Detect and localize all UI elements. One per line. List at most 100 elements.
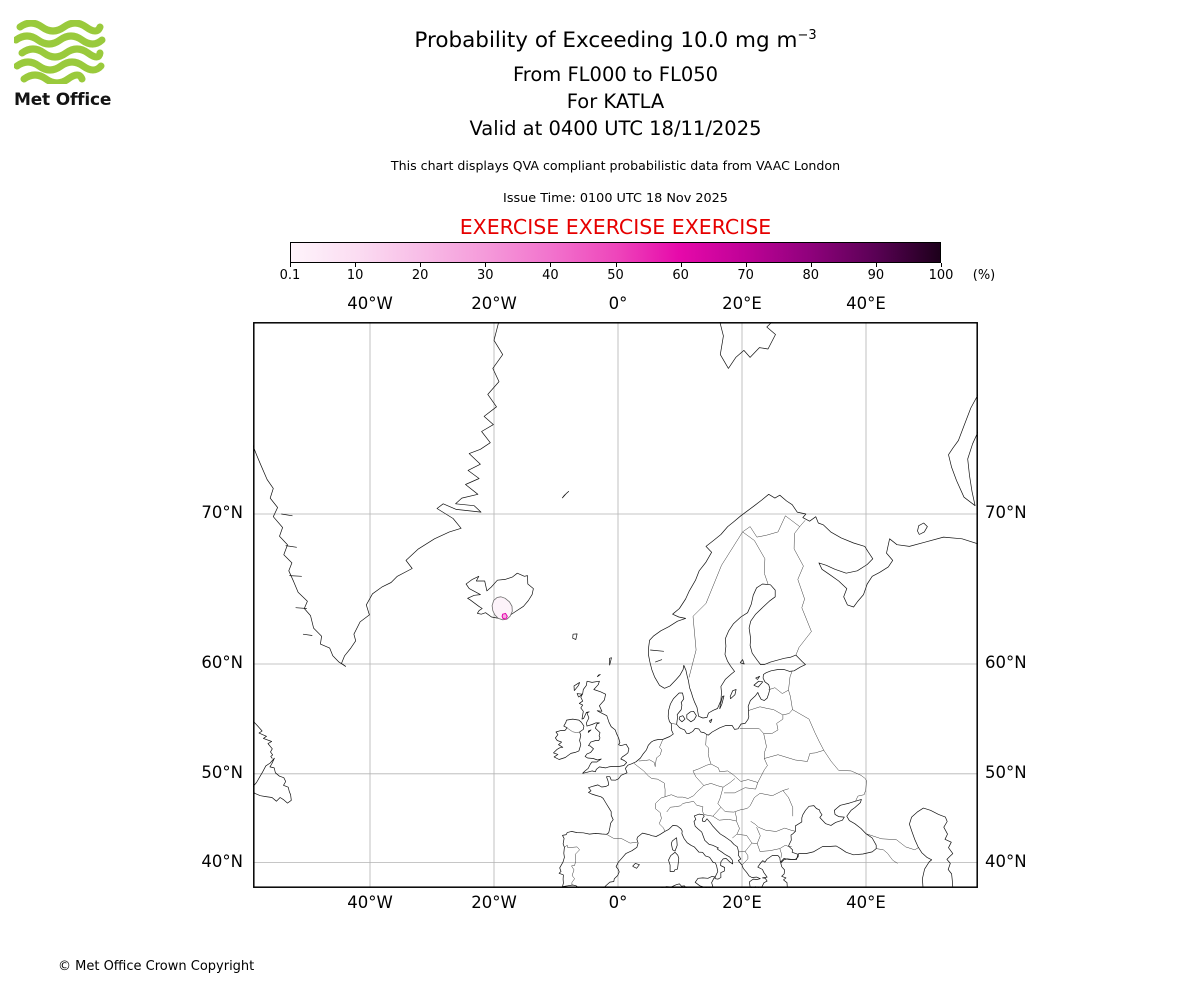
met-office-waves-icon (12, 19, 106, 87)
longitude-label-top: 40°W (347, 294, 393, 313)
chart-title-text: Probability of Exceeding 10.0 mg m (414, 28, 798, 54)
qva-description: This chart displays QVA compliant probab… (390, 158, 841, 173)
country-border (666, 801, 705, 815)
chart-title: Probability of Exceeding 10.0 mg m−3 (253, 28, 978, 53)
coastline (719, 322, 776, 369)
country-border (724, 782, 759, 794)
coastline (561, 491, 570, 499)
met-office-logo: Met Office (12, 19, 134, 110)
country-border (739, 728, 768, 783)
country-border (758, 826, 796, 832)
coastline (948, 394, 978, 507)
country-border (876, 848, 898, 864)
coastline (632, 863, 640, 869)
country-border (638, 739, 663, 767)
coastline (686, 710, 697, 723)
colorbar-segment (745, 243, 811, 262)
colorbar-tick (680, 263, 682, 267)
coastline (670, 837, 678, 852)
map-canvas (253, 322, 978, 888)
colorbar-tick-label: 60 (672, 268, 689, 283)
map-frame (253, 322, 978, 888)
coastline (253, 444, 346, 667)
coastline (289, 575, 302, 577)
country-border (736, 833, 753, 844)
country-border (779, 844, 792, 849)
longitude-label-bottom: 20°E (722, 893, 762, 912)
colorbar-tick-label: 100 (928, 268, 954, 283)
country-border (712, 815, 737, 822)
country-border (671, 723, 677, 725)
latitude-label-left: 70°N (201, 502, 243, 522)
colorbar-tick (615, 263, 617, 267)
coastline (576, 693, 583, 698)
colorbar-tick-label: 50 (607, 268, 624, 283)
coastline (609, 657, 612, 666)
coastline (909, 807, 954, 888)
country-border (764, 750, 867, 802)
colorbar-segment (355, 243, 421, 262)
colorbar-tick-label: 0.1 (279, 268, 301, 283)
latitude-label-left: 60°N (201, 653, 243, 672)
exercise-banner: EXERCISE EXERCISE EXERCISE (459, 215, 772, 239)
colorbar-segment (875, 243, 941, 262)
country-border (567, 728, 580, 733)
colorbar-tick (355, 263, 357, 267)
country-border (768, 687, 789, 694)
coastline (281, 513, 293, 517)
issue-time: Issue Time: 0100 UTC 18 Nov 2025 (503, 191, 728, 206)
country-border (759, 788, 789, 796)
country-border (704, 807, 722, 817)
coastline (253, 720, 274, 759)
country-border (692, 763, 712, 786)
colorbar-tick (290, 263, 291, 267)
coastline (578, 680, 630, 774)
country-border (782, 790, 794, 817)
colorbar-segment (550, 243, 616, 262)
longitude-label-top: 0° (608, 294, 628, 313)
country-border (799, 520, 806, 527)
latitude-label-right: 40°N (985, 851, 1027, 871)
country-border (717, 787, 761, 813)
coastline (253, 757, 292, 804)
country-border (792, 709, 825, 751)
colorbar-segment (291, 243, 356, 262)
coastline (668, 852, 680, 872)
coastline (572, 633, 578, 640)
longitude-label-bottom: 20°W (471, 893, 517, 912)
longitude-label-bottom: 0° (608, 893, 628, 912)
colorbar-tick-label: 80 (802, 268, 820, 283)
country-border (748, 706, 784, 716)
colorbar-tick (810, 263, 812, 267)
coastline (587, 729, 592, 733)
latitude-label-right: 50°N (985, 762, 1027, 782)
colorbar-tick (550, 263, 552, 267)
colorbar-tick-label: 70 (737, 268, 754, 283)
coastline (596, 674, 601, 678)
colorbar-segment (615, 243, 681, 262)
colorbar-tick-label: 40 (542, 268, 559, 283)
country-border (742, 531, 769, 585)
colorbar-segment (420, 243, 486, 262)
country-border (705, 734, 758, 783)
coastline (341, 322, 504, 667)
copyright-notice: © Met Office Crown Copyright (58, 959, 255, 974)
colorbar-tick-label: 90 (867, 268, 885, 283)
subtitle-valid-time: Valid at 0400 UTC 18/11/2025 (469, 117, 762, 140)
chart-title-exponent: −3 (797, 28, 817, 43)
coastline (678, 715, 686, 723)
coastline (753, 680, 764, 688)
coastline (694, 875, 716, 888)
colorbar-tick (875, 263, 877, 267)
longitude-label-bottom: 40°E (846, 893, 886, 912)
country-border (564, 844, 580, 886)
latitude-label-left: 50°N (201, 762, 243, 782)
country-border (722, 778, 736, 788)
coastline (558, 493, 978, 888)
country-border (664, 783, 724, 799)
coastline (302, 633, 313, 636)
coastline (755, 675, 761, 680)
colorbar-gradient (290, 242, 941, 263)
colorbar-tick-label: 30 (477, 268, 494, 283)
longitude-label-top: 20°E (722, 294, 762, 313)
